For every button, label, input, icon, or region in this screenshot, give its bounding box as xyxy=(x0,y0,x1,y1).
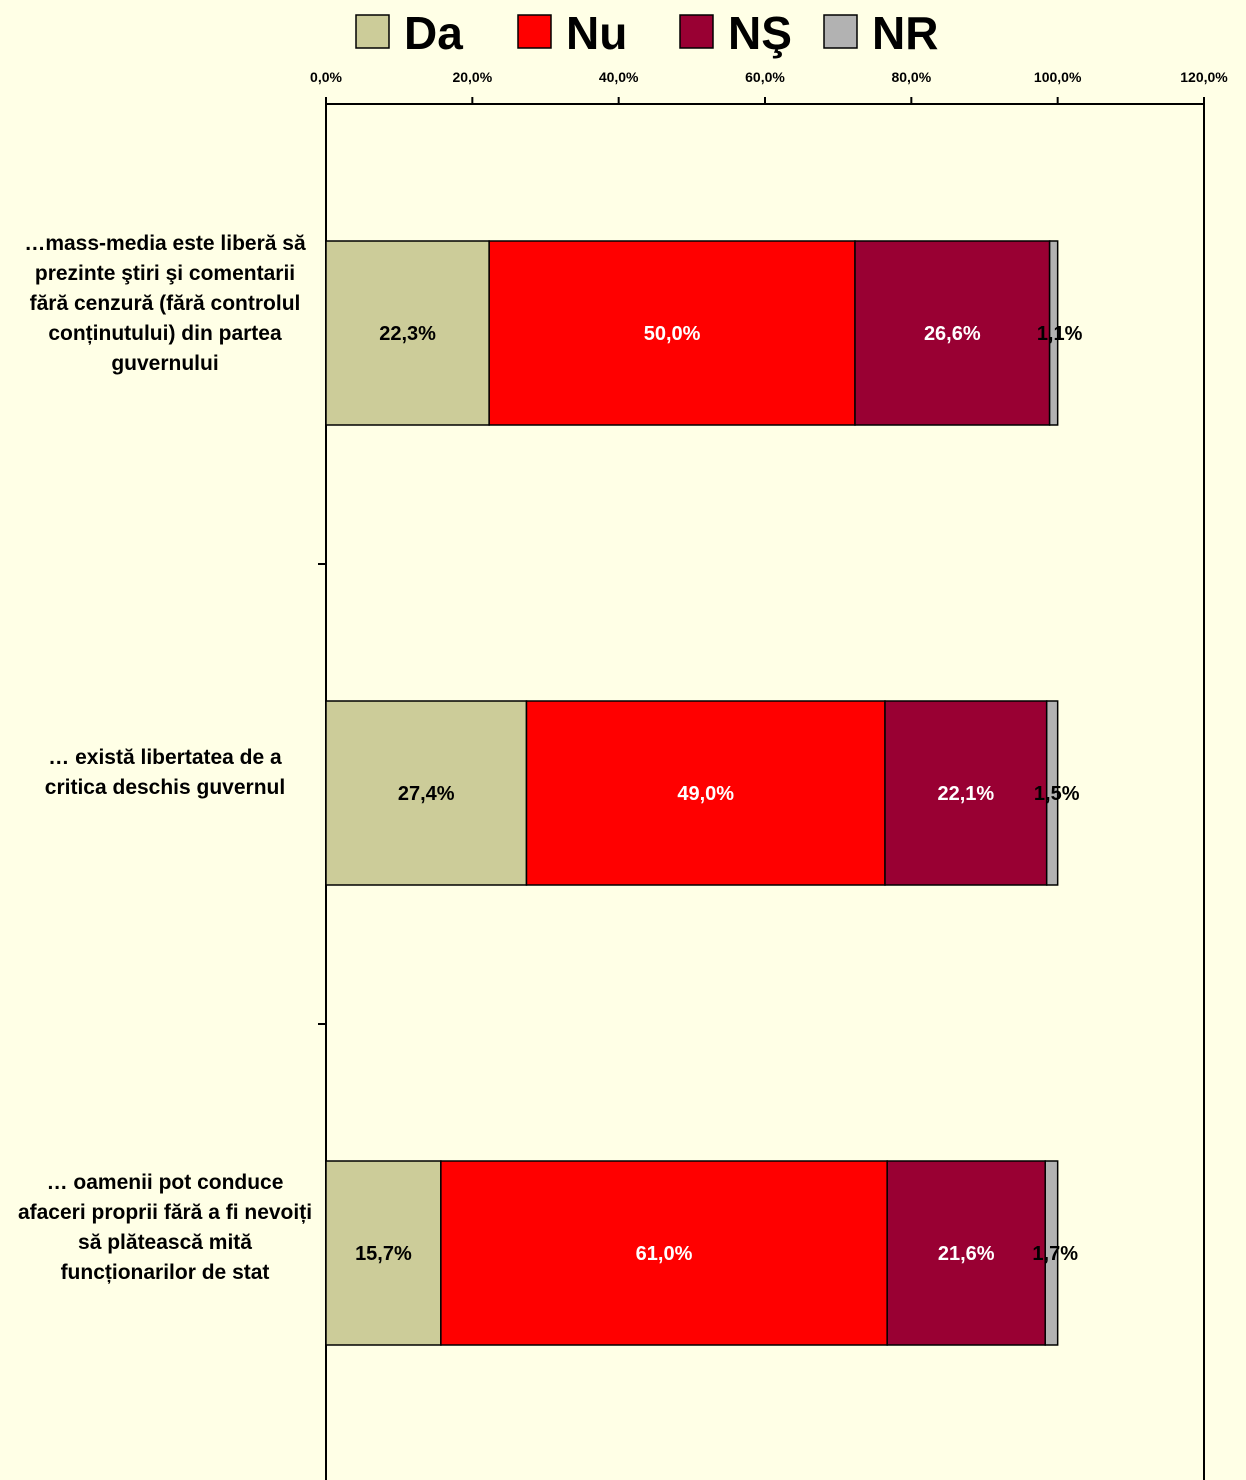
bar-segment-nr xyxy=(1048,240,1059,426)
data-label-nr: 1,1% xyxy=(1037,323,1083,345)
legend-swatch-da xyxy=(355,14,390,49)
data-label-da: 15,7% xyxy=(355,1243,412,1265)
legend-swatch-nr xyxy=(823,14,858,49)
legend-label-da: Da xyxy=(404,7,463,59)
bar-segment-da xyxy=(325,1160,442,1346)
category-label-business: … oamenii pot conduce afaceri proprii fă… xyxy=(17,1171,313,1284)
legend-label-ns: NŞ xyxy=(728,7,792,59)
data-label-da: 22,3% xyxy=(379,323,436,345)
data-labels: 22,3% 50,0% 26,6% 1,1% 27,4% 49,0% 22,1% 1,5% 15… xyxy=(355,323,1083,1265)
data-label-nr: 1,7% xyxy=(1032,1243,1078,1265)
bar-segment-nu xyxy=(488,240,856,426)
legend-label-nr: NR xyxy=(872,7,938,59)
bar-segment-nu xyxy=(440,1160,888,1346)
data-label-nu: 50,0% xyxy=(644,323,701,345)
data-label-nu: 49,0% xyxy=(677,783,734,805)
legend-swatch-nu xyxy=(517,14,552,49)
x-axis: 0,0% 20,0% 40,0% 60,0% 80,0% 100,0% 120,0% xyxy=(310,69,1228,104)
x-tick-label: 100,0% xyxy=(1034,69,1082,85)
category-label-media: …mass-media este liberă să prezinte ştir… xyxy=(24,232,306,375)
bar-segment-ns xyxy=(854,240,1051,426)
x-tick-label: 60,0% xyxy=(745,69,785,85)
legend: Da Nu NŞ NR xyxy=(355,7,938,59)
bar-segment-nr xyxy=(1045,700,1059,886)
x-tick-label: 20,0% xyxy=(452,69,492,85)
data-label-ns: 26,6% xyxy=(924,323,981,345)
x-tick-label: 40,0% xyxy=(599,69,639,85)
x-tick-label: 120,0% xyxy=(1180,69,1228,85)
bar-segment-da xyxy=(325,700,528,886)
legend-swatch-ns xyxy=(679,14,714,49)
bar-segment-ns xyxy=(884,700,1048,886)
bar-segment-ns xyxy=(886,1160,1046,1346)
bar-segment-da xyxy=(325,240,490,426)
x-tick-label: 0,0% xyxy=(310,69,342,85)
data-label-ns: 22,1% xyxy=(937,783,994,805)
bar-segment-nr xyxy=(1044,1160,1059,1346)
bar-segment-nu xyxy=(525,700,886,886)
category-label-criticism: … există libertatea de a critica deschis… xyxy=(44,746,286,799)
data-label-nu: 61,0% xyxy=(636,1243,693,1265)
legend-label-nu: Nu xyxy=(566,7,627,59)
data-label-ns: 21,6% xyxy=(938,1243,995,1265)
x-tick-label: 80,0% xyxy=(891,69,931,85)
bars xyxy=(325,240,1059,1346)
data-label-nr: 1,5% xyxy=(1034,783,1080,805)
data-label-da: 27,4% xyxy=(398,783,455,805)
